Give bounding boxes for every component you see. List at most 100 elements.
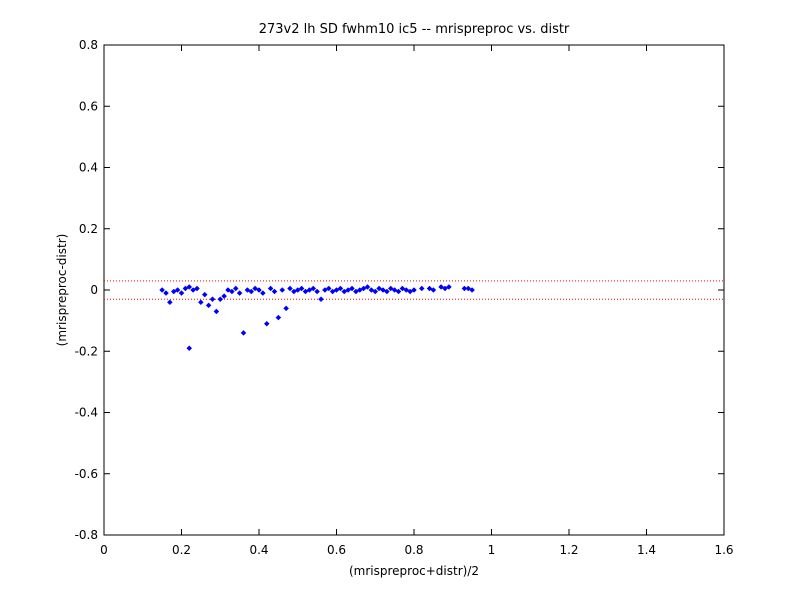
reference-lines [104, 280, 724, 300]
data-point [267, 285, 274, 292]
data-point [349, 285, 355, 292]
scatter-points [159, 284, 475, 352]
data-point [430, 287, 437, 293]
data-point [353, 288, 359, 295]
x-tick-label: 0 [100, 543, 108, 557]
data-point [387, 285, 394, 292]
data-point [333, 287, 340, 293]
data-point [167, 299, 173, 306]
data-point [229, 288, 235, 295]
data-point [294, 287, 301, 293]
data-point [260, 290, 266, 296]
y-tick-label: -0.2 [75, 344, 98, 358]
x-axis-label: (mrispreproc+distr)/2 [349, 564, 479, 578]
data-point [302, 288, 309, 295]
data-point [244, 287, 251, 293]
data-point [287, 285, 293, 292]
data-point [159, 287, 165, 293]
data-point [407, 288, 413, 295]
data-point [376, 285, 382, 292]
y-tick-label: 0.2 [79, 222, 98, 236]
data-point [380, 287, 386, 293]
data-point [221, 293, 227, 299]
data-point [322, 287, 328, 293]
x-axis-ticks: 0 0.2 0.4 0.6 0.8 1 1.2 1.4 1.6 [100, 45, 734, 557]
data-point [306, 287, 313, 293]
data-point [461, 285, 468, 292]
data-point [271, 288, 278, 295]
data-point [318, 296, 324, 303]
data-point [368, 287, 375, 293]
x-tick-label: 1.6 [714, 543, 733, 557]
y-axis-ticks: -0.8 -0.6 -0.4 -0.2 0 0.2 0.4 0.6 0.8 [75, 38, 724, 542]
data-point [329, 288, 336, 295]
data-point [201, 291, 208, 298]
data-point [194, 285, 200, 292]
data-point [263, 320, 270, 327]
data-point [364, 284, 371, 290]
x-tick-label: 0.6 [327, 543, 346, 557]
data-point [399, 285, 406, 292]
data-point [213, 308, 220, 315]
y-tick-label: -0.8 [75, 528, 98, 542]
x-tick-label: 1.4 [637, 543, 656, 557]
data-point [275, 314, 282, 321]
data-point [360, 285, 367, 292]
data-point [232, 285, 239, 292]
data-point [256, 287, 262, 293]
data-point [198, 299, 204, 306]
x-tick-label: 1.2 [559, 543, 578, 557]
data-point [372, 288, 379, 295]
data-point [279, 287, 286, 293]
x-tick-label: 1 [488, 543, 496, 557]
data-point [438, 284, 444, 290]
data-point [298, 285, 305, 292]
data-point [182, 285, 189, 292]
data-point [217, 296, 224, 303]
data-point [236, 290, 243, 296]
data-point [186, 284, 193, 290]
data-point [170, 288, 177, 295]
data-point [337, 285, 344, 292]
y-tick-label: 0.6 [79, 99, 98, 113]
y-axis-label: (mrispreproc-distr) [55, 234, 69, 347]
x-tick-label: 0.8 [404, 543, 423, 557]
data-point [186, 345, 193, 352]
data-point [465, 285, 472, 292]
data-point [411, 287, 417, 293]
x-tick-label: 0.4 [249, 543, 268, 557]
data-point [341, 288, 348, 295]
data-point [283, 305, 289, 312]
data-point [178, 290, 185, 296]
data-point [252, 285, 258, 292]
data-point [391, 287, 398, 293]
data-point [395, 288, 402, 295]
data-point [225, 287, 231, 293]
y-tick-label: -0.6 [75, 467, 98, 481]
data-point [446, 284, 452, 290]
data-point [418, 285, 425, 292]
x-tick-label: 0.2 [172, 543, 191, 557]
data-point [190, 287, 196, 293]
y-tick-label: -0.4 [75, 406, 98, 420]
data-point [325, 285, 332, 292]
y-tick-label: 0.8 [79, 38, 98, 52]
data-point [426, 285, 433, 292]
plot-area: 0 0.2 0.4 0.6 0.8 1 1.2 1.4 1.6 -0.8 -0.6 -0.4 -0.2… [75, 38, 734, 557]
data-point [209, 296, 216, 303]
data-point [314, 288, 320, 295]
data-point [345, 287, 351, 293]
data-point [291, 288, 297, 295]
data-point [356, 287, 363, 293]
data-point [240, 330, 247, 336]
data-point [384, 288, 390, 295]
y-tick-label: 0 [90, 283, 98, 297]
data-point [310, 285, 317, 292]
data-point [469, 287, 475, 293]
data-point [442, 285, 448, 292]
data-point [403, 287, 410, 293]
data-point [248, 288, 255, 295]
data-point [205, 302, 212, 309]
data-point [163, 290, 169, 296]
